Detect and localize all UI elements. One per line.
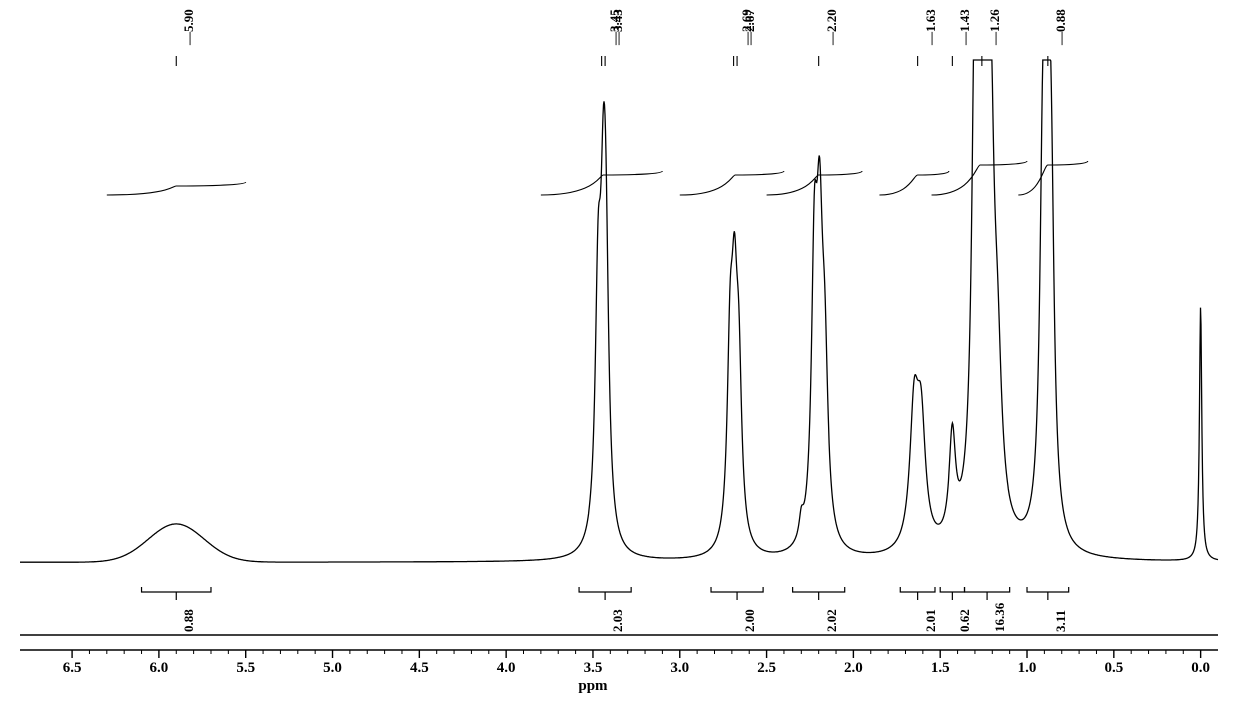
axis-tick-label: 4.0: [497, 660, 516, 677]
integral-bracket: [900, 587, 935, 592]
peak-label: —5.90: [181, 9, 197, 45]
nmr-spectrum: [0, 0, 1240, 701]
axis-tick-label: 1.0: [1018, 660, 1037, 677]
axis-tick-label: 1.5: [931, 660, 950, 677]
spectrum-line: [20, 60, 1218, 562]
peak-label: —2.67: [742, 9, 758, 45]
integral-bracket: [142, 587, 211, 592]
integral-curve: [879, 171, 948, 195]
axis-tick-label: 3.5: [584, 660, 603, 677]
peak-label: —2.20: [824, 9, 840, 45]
integral-label: 3.11: [1053, 610, 1069, 632]
axis-tick-label: 0.5: [1104, 660, 1123, 677]
integral-bracket: [940, 587, 964, 592]
integral-label: 2.02: [824, 609, 840, 632]
axis-tick-label: 2.0: [844, 660, 863, 677]
integral-label: 2.03: [610, 609, 626, 632]
integral-curve: [107, 182, 246, 195]
integral-label: 0.62: [957, 609, 973, 632]
integral-bracket: [965, 587, 1010, 592]
integral-label: 2.00: [742, 609, 758, 632]
integral-curve: [932, 161, 1027, 195]
axis-tick-label: 6.5: [63, 660, 82, 677]
axis-tick-label: 4.5: [410, 660, 429, 677]
peak-label: —1.26: [987, 9, 1003, 45]
peak-label: —1.63: [923, 9, 939, 45]
axis-tick-label: 6.0: [150, 660, 169, 677]
integral-bracket: [579, 587, 631, 592]
axis-tick-label: 0.0: [1191, 660, 1210, 677]
peak-label: —1.43: [957, 9, 973, 45]
axis-title: ppm: [578, 678, 607, 695]
axis-tick-label: 5.5: [236, 660, 255, 677]
integral-bracket: [1027, 587, 1069, 592]
peak-label: —3.43: [610, 9, 626, 45]
integral-curve: [680, 171, 784, 195]
axis-tick-label: 5.0: [323, 660, 342, 677]
integral-label: 16.36: [992, 603, 1008, 632]
integral-label: 2.01: [923, 609, 939, 632]
peak-label: —0.88: [1053, 9, 1069, 45]
axis-tick-label: 3.0: [670, 660, 689, 677]
integral-bracket: [711, 587, 763, 592]
integral-label: 0.88: [181, 609, 197, 632]
axis-tick-label: 2.5: [757, 660, 776, 677]
integral-bracket: [793, 587, 845, 592]
